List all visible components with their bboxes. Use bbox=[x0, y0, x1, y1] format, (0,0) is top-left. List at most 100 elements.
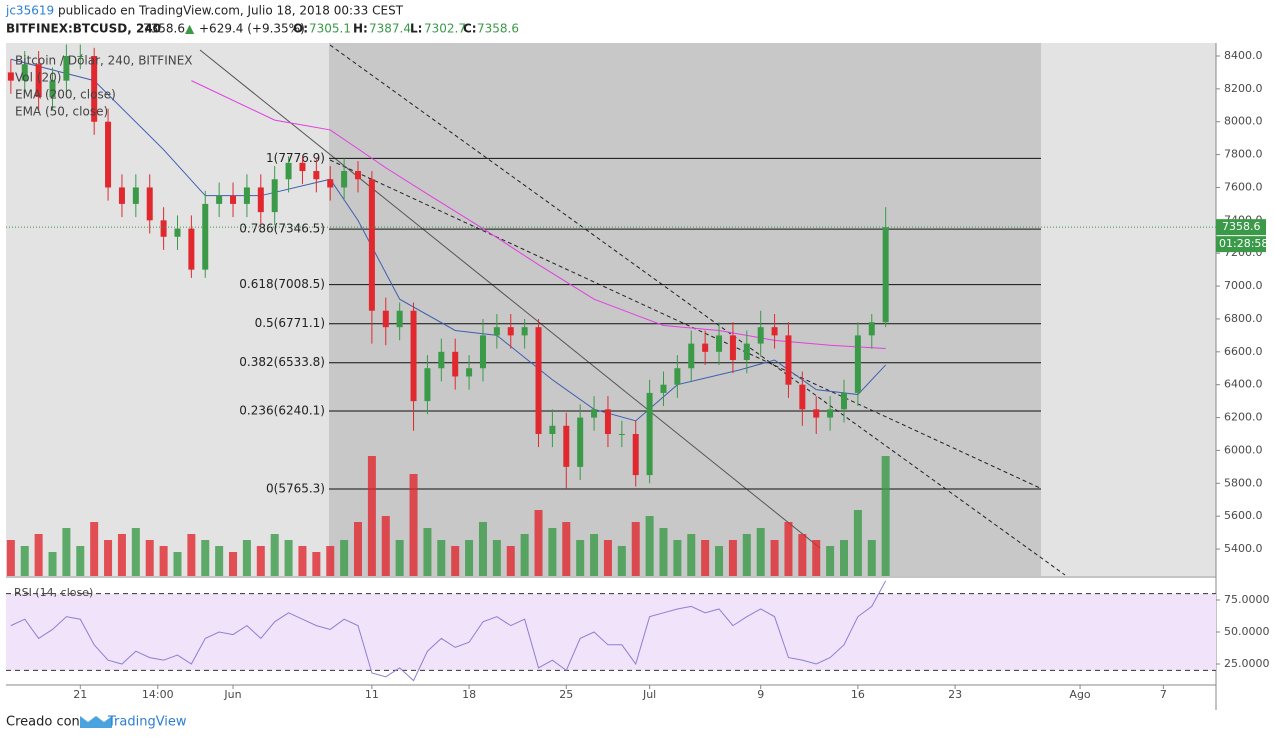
volume-bar bbox=[659, 528, 668, 576]
candle-body bbox=[466, 368, 473, 377]
published: publicado en TradingView.com, Julio 18, … bbox=[58, 4, 404, 18]
volume-bar bbox=[867, 540, 876, 576]
candle-body bbox=[452, 351, 459, 377]
y-tick-label: 8200.0 bbox=[1224, 82, 1263, 95]
candle-body bbox=[868, 322, 875, 336]
volume-bar bbox=[478, 522, 487, 576]
candle-body bbox=[285, 162, 292, 180]
y-tick-label: 6000.0 bbox=[1224, 443, 1263, 456]
volume-bar bbox=[76, 546, 85, 576]
y-tick-label: 6400.0 bbox=[1224, 378, 1263, 391]
price-tag-label: 7358.6 bbox=[1222, 220, 1261, 233]
candle-body bbox=[743, 343, 750, 361]
candle-body bbox=[729, 335, 736, 361]
volume-bar bbox=[826, 546, 835, 576]
candle-body bbox=[21, 64, 28, 81]
candle-body bbox=[257, 187, 264, 213]
candle-body bbox=[535, 327, 542, 434]
brand-logo bbox=[80, 716, 112, 728]
volume-bar bbox=[326, 546, 335, 576]
candle-body bbox=[757, 327, 764, 344]
symbol: BITFINEX:BTCUSD, 240 bbox=[6, 22, 161, 36]
y-tick-label: 7600.0 bbox=[1224, 180, 1263, 193]
candle-body bbox=[202, 203, 209, 270]
volume-bar bbox=[812, 540, 821, 576]
candle-body bbox=[785, 335, 792, 385]
volume-bar bbox=[34, 534, 43, 576]
candle-body bbox=[716, 335, 723, 352]
candle-body bbox=[771, 327, 778, 336]
x-tick-label: 21 bbox=[73, 688, 87, 701]
volume-bar bbox=[798, 534, 807, 576]
volume-bar bbox=[756, 528, 765, 576]
candle-body bbox=[382, 310, 389, 328]
x-tick-label: 9 bbox=[757, 688, 764, 701]
footer-created: Creado con bbox=[6, 715, 80, 730]
footer-brand[interactable]: TradingView bbox=[107, 715, 187, 730]
low: 7302.7 bbox=[424, 22, 466, 36]
x-tick-label: 14:00 bbox=[142, 688, 174, 701]
candle-body bbox=[63, 55, 70, 81]
candle-body bbox=[424, 368, 431, 402]
price-tag bbox=[1216, 219, 1266, 236]
fib-label: 0.236(6240.1) bbox=[239, 403, 325, 417]
candle-body bbox=[132, 187, 139, 204]
candle-body bbox=[841, 392, 848, 410]
countdown-label: 01:28:58 bbox=[1219, 237, 1268, 250]
trend-line bbox=[199, 49, 821, 549]
rsi-tick-label: 25.0000 bbox=[1224, 657, 1270, 670]
candle-body bbox=[355, 171, 362, 180]
volume-bar bbox=[631, 522, 640, 576]
volume-bar bbox=[312, 552, 321, 576]
user[interactable]: jc35619 bbox=[5, 4, 54, 18]
volume-bar bbox=[6, 540, 15, 576]
volume-bar bbox=[784, 522, 793, 576]
candle-body bbox=[299, 162, 306, 172]
candle-body bbox=[660, 384, 667, 393]
candle-body bbox=[563, 425, 570, 467]
candle-body bbox=[174, 228, 181, 237]
candle-body bbox=[341, 171, 348, 188]
x-tick-label: 7 bbox=[1160, 688, 1167, 701]
volume-bar bbox=[367, 456, 376, 576]
volume-bar bbox=[159, 546, 168, 576]
x-tick-label: 18 bbox=[462, 688, 476, 701]
x-tick-label: 23 bbox=[948, 688, 962, 701]
candle-body bbox=[271, 179, 278, 213]
candle-body bbox=[549, 425, 556, 434]
volume-bar bbox=[437, 540, 446, 576]
candle-body bbox=[327, 179, 334, 188]
y-tick-label: 6600.0 bbox=[1224, 345, 1263, 358]
x-tick-label: Jun bbox=[223, 688, 241, 701]
fib-label: 0.618(7008.5) bbox=[239, 277, 325, 291]
volume-bar bbox=[354, 522, 363, 576]
candle-body bbox=[479, 335, 486, 369]
rsi-title: RSI (14, close) bbox=[14, 586, 93, 599]
volume-bar bbox=[701, 540, 710, 576]
volume-bar bbox=[145, 540, 154, 576]
volume-bar bbox=[229, 552, 238, 576]
candle-body bbox=[591, 409, 598, 418]
rsi-band bbox=[6, 593, 1216, 671]
close: 7358.6 bbox=[477, 22, 519, 36]
volume-bar bbox=[687, 534, 696, 576]
volume-bar bbox=[562, 522, 571, 576]
volume-bar bbox=[242, 540, 251, 576]
candle-body bbox=[674, 368, 681, 385]
volume-bar bbox=[48, 552, 57, 576]
y-tick-label: 7800.0 bbox=[1224, 148, 1263, 161]
volume-bar bbox=[603, 540, 612, 576]
legend-ema50: EMA (50, close) bbox=[15, 105, 108, 119]
candle-body bbox=[49, 80, 56, 98]
candle-body bbox=[313, 171, 320, 180]
volume-bar bbox=[104, 540, 113, 576]
last: 7358.6 bbox=[143, 22, 185, 36]
candle-body bbox=[230, 195, 237, 204]
candle-body bbox=[7, 72, 14, 81]
candle-body bbox=[521, 327, 528, 336]
volume-bar bbox=[576, 540, 585, 576]
volume-bar bbox=[395, 540, 404, 576]
volume-bar bbox=[173, 552, 182, 576]
volume-bar bbox=[534, 510, 543, 576]
y-tick-label: 8400.0 bbox=[1224, 49, 1263, 62]
